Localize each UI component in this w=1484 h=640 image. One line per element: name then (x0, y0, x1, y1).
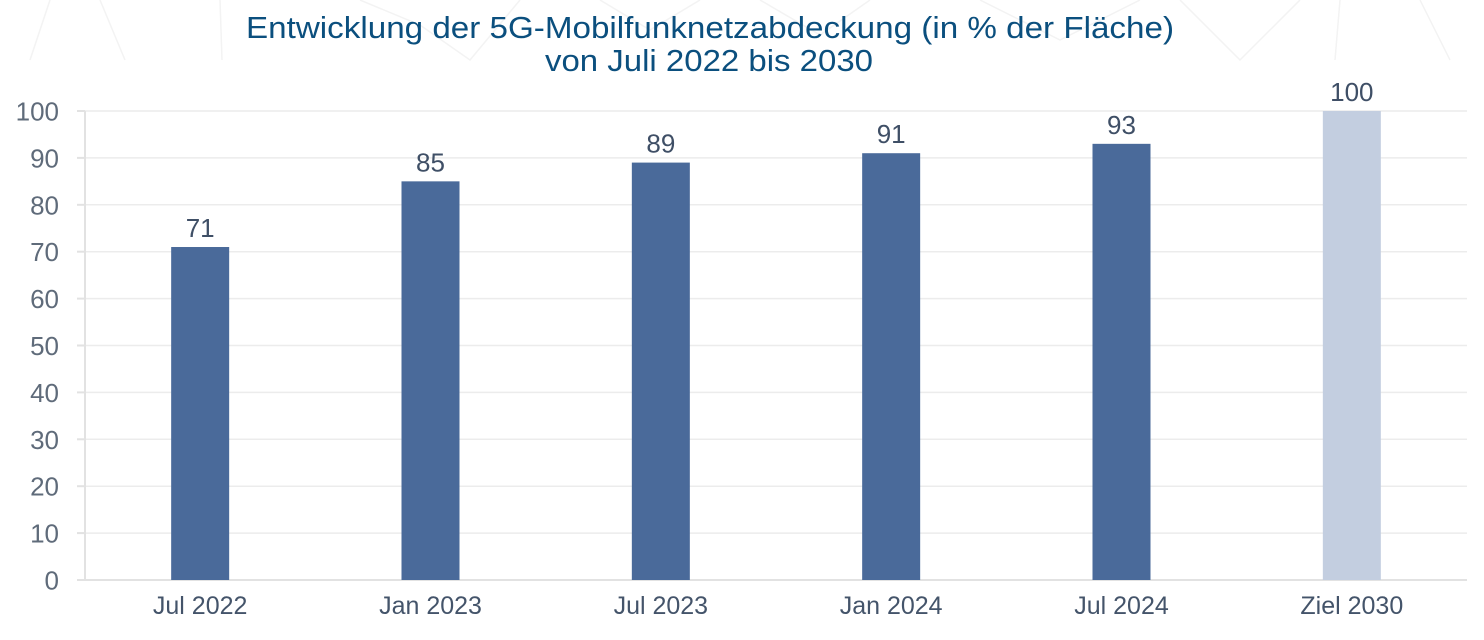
data-label: 91 (877, 119, 906, 149)
x-tick-label: Jul 2022 (153, 592, 248, 620)
data-label: 85 (416, 147, 445, 177)
bar (862, 153, 920, 580)
y-tick-label: 20 (30, 472, 59, 502)
bar (171, 247, 229, 580)
data-labels: 71 85 89 91 93 100 (186, 77, 1374, 243)
gridlines (85, 111, 1467, 533)
data-label: 100 (1330, 77, 1373, 107)
x-tick-label: Ziel 2030 (1300, 592, 1403, 620)
data-label: 93 (1107, 110, 1136, 140)
data-label: 89 (646, 129, 675, 159)
x-tick-label: Jul 2024 (1074, 592, 1169, 620)
bar (1093, 144, 1151, 580)
y-tick-label: 70 (30, 237, 59, 267)
y-tick-label: 60 (30, 284, 59, 314)
bar-target (1323, 111, 1381, 580)
y-tick-label: 30 (30, 425, 59, 455)
bar (402, 181, 460, 580)
bar (632, 163, 690, 580)
y-tick-label: 0 (45, 566, 59, 596)
x-axis: Jul 2022 Jan 2023 Jul 2023 Jan 2024 Jul 2024… (153, 592, 1403, 620)
y-tick-label: 40 (30, 378, 59, 408)
chart-subtitle: von Juli 2022 bis 2030 (545, 43, 873, 78)
x-tick-label: Jan 2023 (379, 592, 482, 620)
y-tick-label: 90 (30, 143, 59, 173)
x-tick-label: Jul 2023 (614, 592, 709, 620)
chart-title: Entwicklung der 5G-Mobilfunknetzabdeckun… (246, 10, 1174, 45)
x-tick-label: Jan 2024 (840, 592, 943, 620)
y-tick-label: 80 (30, 190, 59, 220)
y-axis: 0 10 20 30 40 50 60 70 80 90 100 (16, 97, 85, 596)
y-tick-label: 50 (30, 331, 59, 361)
y-tick-label: 10 (30, 519, 59, 549)
y-tick-label: 100 (16, 97, 59, 127)
data-label: 71 (186, 213, 215, 243)
